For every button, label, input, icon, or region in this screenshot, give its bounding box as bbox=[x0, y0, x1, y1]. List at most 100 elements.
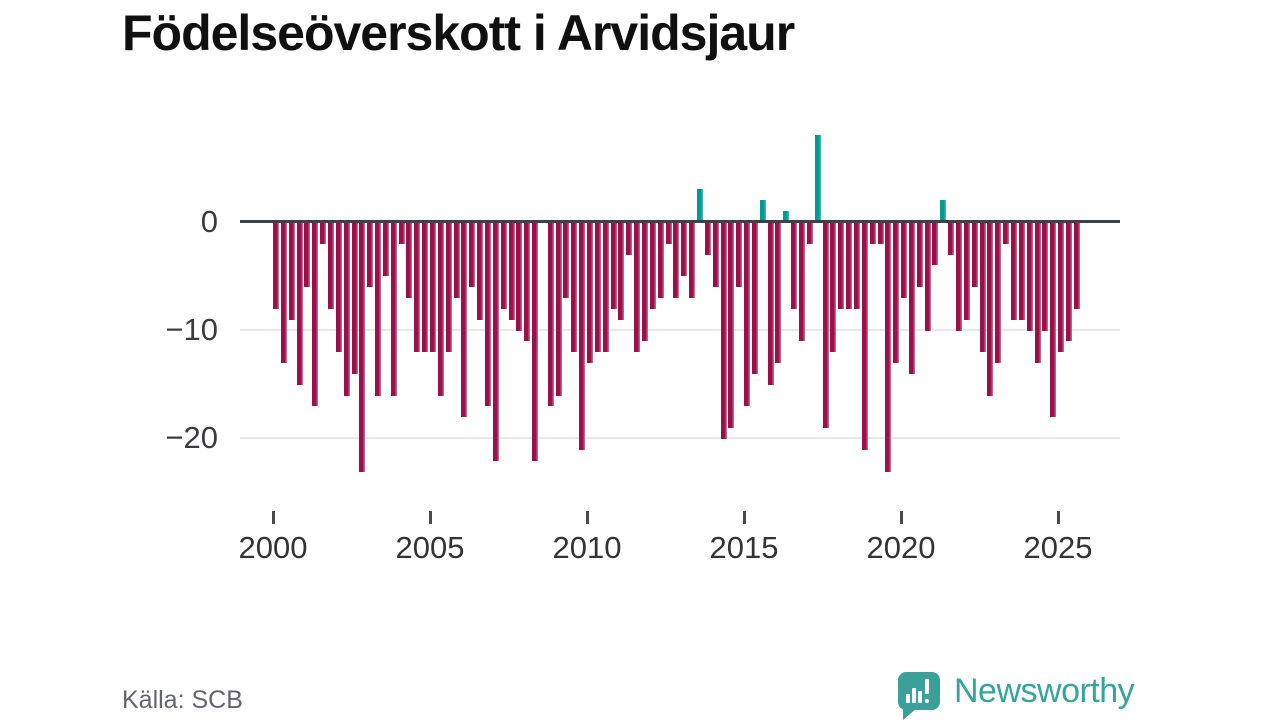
bar bbox=[469, 222, 476, 288]
chart-title: Födelseöverskott i Arvidsjaur bbox=[122, 5, 795, 61]
bar bbox=[359, 222, 366, 472]
bar bbox=[382, 222, 389, 277]
bar bbox=[649, 222, 656, 309]
bar bbox=[736, 222, 743, 288]
bar bbox=[422, 222, 429, 353]
bar bbox=[665, 222, 672, 244]
bar bbox=[1042, 222, 1049, 331]
x-tick-2010: 2010 bbox=[532, 511, 642, 566]
bar bbox=[516, 222, 523, 331]
bar bbox=[916, 222, 923, 288]
bar bbox=[437, 222, 444, 396]
bar bbox=[751, 222, 758, 374]
bar bbox=[602, 222, 609, 353]
bar bbox=[1003, 222, 1010, 244]
bar bbox=[814, 135, 821, 222]
bar bbox=[1073, 222, 1080, 309]
x-tick-2015: 2015 bbox=[689, 511, 799, 566]
x-tick-mark bbox=[1056, 511, 1060, 524]
bar bbox=[343, 222, 350, 396]
bar bbox=[1026, 222, 1033, 331]
bar bbox=[885, 222, 892, 472]
bar bbox=[995, 222, 1002, 364]
bar bbox=[1050, 222, 1057, 418]
bar bbox=[375, 222, 382, 396]
bar bbox=[893, 222, 900, 364]
newsworthy-logo[interactable]: Newsworthy bbox=[898, 666, 1135, 720]
bar bbox=[838, 222, 845, 309]
x-tick-2005: 2005 bbox=[375, 511, 485, 566]
bar bbox=[587, 222, 594, 364]
bar bbox=[484, 222, 491, 407]
bar bbox=[1018, 222, 1025, 320]
bar bbox=[610, 222, 617, 309]
mini-bar-icon bbox=[912, 688, 916, 703]
bar bbox=[830, 222, 837, 353]
bar bbox=[712, 222, 719, 288]
bar bbox=[594, 222, 601, 353]
bar bbox=[618, 222, 625, 320]
bar bbox=[524, 222, 531, 342]
bar bbox=[853, 222, 860, 309]
bar bbox=[406, 222, 413, 298]
bar bbox=[1034, 222, 1041, 364]
bar bbox=[799, 222, 806, 342]
bar bbox=[508, 222, 515, 320]
bar bbox=[956, 222, 963, 331]
bar bbox=[720, 222, 727, 439]
bar bbox=[940, 200, 947, 222]
bar bbox=[320, 222, 327, 244]
bar bbox=[767, 222, 774, 385]
bar bbox=[971, 222, 978, 288]
bar bbox=[948, 222, 955, 255]
bar bbox=[657, 222, 664, 298]
newsworthy-speech-bubble-chart-icon bbox=[898, 672, 940, 720]
bar bbox=[1065, 222, 1072, 342]
exclamation-icon bbox=[925, 679, 929, 694]
x-tick-mark bbox=[742, 511, 746, 524]
bar bbox=[296, 222, 303, 385]
x-tick-mark bbox=[899, 511, 903, 524]
bar bbox=[791, 222, 798, 309]
x-tick-mark bbox=[271, 511, 275, 524]
x-tick-label: 2020 bbox=[866, 530, 936, 565]
bar bbox=[461, 222, 468, 418]
bar bbox=[532, 222, 539, 461]
x-tick-label: 2000 bbox=[238, 530, 308, 565]
x-tick-2025: 2025 bbox=[1003, 511, 1113, 566]
x-tick-label: 2025 bbox=[1023, 530, 1093, 565]
bar bbox=[641, 222, 648, 342]
bar bbox=[398, 222, 405, 244]
x-tick-2020: 2020 bbox=[846, 511, 956, 566]
bar bbox=[704, 222, 711, 255]
bar bbox=[280, 222, 287, 364]
bar bbox=[634, 222, 641, 353]
x-tick-mark bbox=[428, 511, 432, 524]
bar bbox=[430, 222, 437, 353]
y-axis-label-minus10: −10 bbox=[165, 312, 218, 347]
bar bbox=[963, 222, 970, 320]
bar bbox=[759, 200, 766, 222]
bar bbox=[877, 222, 884, 244]
bar bbox=[1058, 222, 1065, 353]
bar bbox=[555, 222, 562, 396]
bar bbox=[304, 222, 311, 288]
x-tick-mark bbox=[585, 511, 589, 524]
bar bbox=[783, 211, 790, 222]
bar bbox=[367, 222, 374, 288]
bar bbox=[453, 222, 460, 298]
bar bbox=[696, 189, 703, 222]
x-tick-label: 2010 bbox=[552, 530, 622, 565]
y-axis-label-0: 0 bbox=[200, 204, 218, 239]
bar bbox=[273, 222, 279, 309]
bar bbox=[924, 222, 931, 331]
bar bbox=[979, 222, 986, 353]
x-tick-label: 2015 bbox=[709, 530, 779, 565]
bar bbox=[908, 222, 915, 374]
bar bbox=[414, 222, 421, 353]
bar bbox=[571, 222, 578, 353]
bar bbox=[563, 222, 570, 298]
x-tick-label: 2005 bbox=[395, 530, 465, 565]
bar bbox=[1010, 222, 1017, 320]
